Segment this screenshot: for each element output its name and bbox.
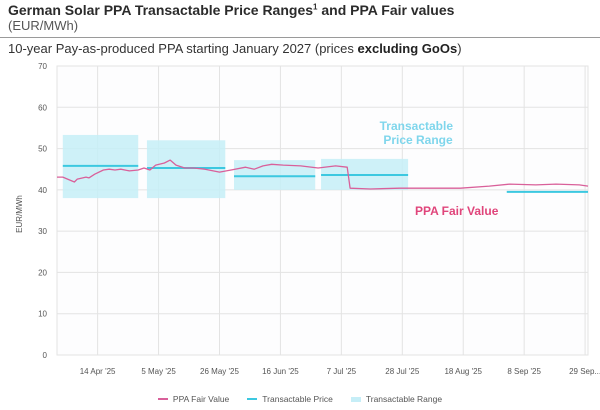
y-tick-labels: 0 10 20 30 40 50 60 70 xyxy=(38,62,47,360)
y-tick-label: 70 xyxy=(38,62,47,71)
legend-label-range: Transactable Range xyxy=(365,394,443,404)
annotation-fair-value: PPA Fair Value xyxy=(415,204,499,218)
legend-item-price[interactable]: Transactable Price xyxy=(247,394,333,404)
y-tick-label: 20 xyxy=(38,268,47,277)
y-axis-label: EUR/MWh xyxy=(15,195,24,233)
legend-swatch-price xyxy=(247,398,258,400)
transactable-range-box xyxy=(146,140,226,199)
annotation-range: Transactable Price Range xyxy=(380,119,457,147)
x-tick-labels: 14 Apr '25 5 May '25 26 May '25 16 Jun '25 7… xyxy=(80,367,600,376)
title-footnote-marker: 1 xyxy=(313,2,318,12)
plot-area xyxy=(56,65,589,356)
x-tick-label: 28 Jul '25 xyxy=(385,367,420,376)
y-tick-label: 30 xyxy=(38,227,47,236)
fair-value-series xyxy=(57,159,589,190)
unit-label: (EUR/MWh) xyxy=(8,18,79,33)
y-tick-label: 0 xyxy=(43,351,48,360)
chart-subtitle: 10-year Pay-as-produced PPA starting Jan… xyxy=(8,41,462,56)
title-main: German Solar PPA Transactable Price Rang… xyxy=(8,2,314,18)
chart-title: German Solar PPA Transactable Price Rang… xyxy=(8,2,454,18)
x-tick-label: 26 May '25 xyxy=(200,367,239,376)
x-tick-label: 14 Apr '25 xyxy=(80,367,116,376)
subtitle-bold: excluding GoOs xyxy=(357,41,458,56)
legend: PPA Fair Value Transactable Price Transa… xyxy=(0,394,600,404)
annotation-range-line1: Transactable xyxy=(380,119,454,133)
x-tick-label: 18 Aug '25 xyxy=(444,367,482,376)
legend-swatch-range xyxy=(350,396,361,402)
y-tick-label: 50 xyxy=(38,145,47,154)
transactable-prices xyxy=(62,164,588,193)
legend-label-price: Transactable Price xyxy=(262,394,333,404)
grid xyxy=(56,65,589,356)
legend-item-range[interactable]: Transactable Range xyxy=(350,394,443,404)
legend-label-fair-value: PPA Fair Value xyxy=(172,394,230,404)
fair-value-line xyxy=(57,159,589,190)
divider xyxy=(0,37,600,38)
title-rest: and PPA Fair values xyxy=(317,2,455,18)
legend-swatch-fair-value xyxy=(157,398,168,400)
y-tick-label: 40 xyxy=(38,186,47,195)
annotation-range-line2: Price Range xyxy=(383,133,453,147)
y-tick-label: 10 xyxy=(38,310,47,319)
subtitle-prefix: 10-year Pay-as-produced PPA starting Jan… xyxy=(8,41,358,56)
y-tick-label: 60 xyxy=(38,103,47,112)
x-tick-label: 16 Jun '25 xyxy=(262,367,299,376)
x-tick-label: 8 Sep '25 xyxy=(507,367,541,376)
x-tick-label: 5 May '25 xyxy=(141,367,176,376)
x-tick-label: 29 Sep... xyxy=(569,367,600,376)
legend-item-fair-value[interactable]: PPA Fair Value xyxy=(157,394,230,404)
subtitle-suffix: ) xyxy=(457,41,462,56)
x-tick-label: 7 Jul '25 xyxy=(327,367,357,376)
